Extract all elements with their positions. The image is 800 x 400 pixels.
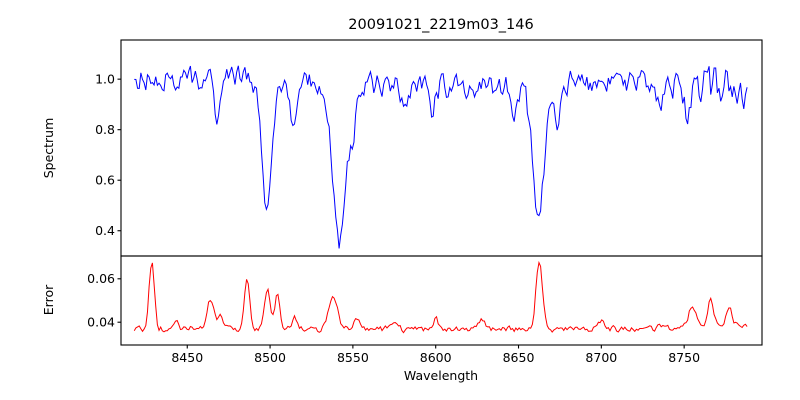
plot-render-root: 0.4 0.6 0.8 1.0 0.04 0.06 8450 8500 8550 8600 8650… <box>41 17 763 383</box>
spectrum-y-tick-label: 0.6 <box>95 173 115 188</box>
x-tick-label: 8750 <box>668 350 700 365</box>
spectrum-y-tick-label: 0.8 <box>95 122 115 137</box>
x-tick-label: 8450 <box>171 350 203 365</box>
spectrum-series-line <box>134 65 748 249</box>
error-y-axis-title-text: Error <box>41 284 56 315</box>
error-y-tick-label: 0.04 <box>87 315 115 330</box>
page-title-text: 20091021_2219m03_146 <box>348 17 533 33</box>
error-y-tick-label: 0.06 <box>87 271 115 286</box>
x-tick-label: 8500 <box>254 350 286 365</box>
x-tick-label: 8550 <box>337 350 369 365</box>
x-tick-label: 8700 <box>585 350 617 365</box>
x-tick-label: 8650 <box>503 350 535 365</box>
spectrum-y-tick-label: 1.0 <box>95 72 115 87</box>
error-panel-frame <box>120 255 763 346</box>
spectrum-y-axis-title-text: Spectrum <box>41 118 56 179</box>
error-series-line <box>133 260 748 334</box>
x-tick-label: 8600 <box>420 350 452 365</box>
spectrum-y-tick-label: 0.4 <box>95 223 115 238</box>
x-axis-title-text: Wavelength <box>404 368 478 383</box>
